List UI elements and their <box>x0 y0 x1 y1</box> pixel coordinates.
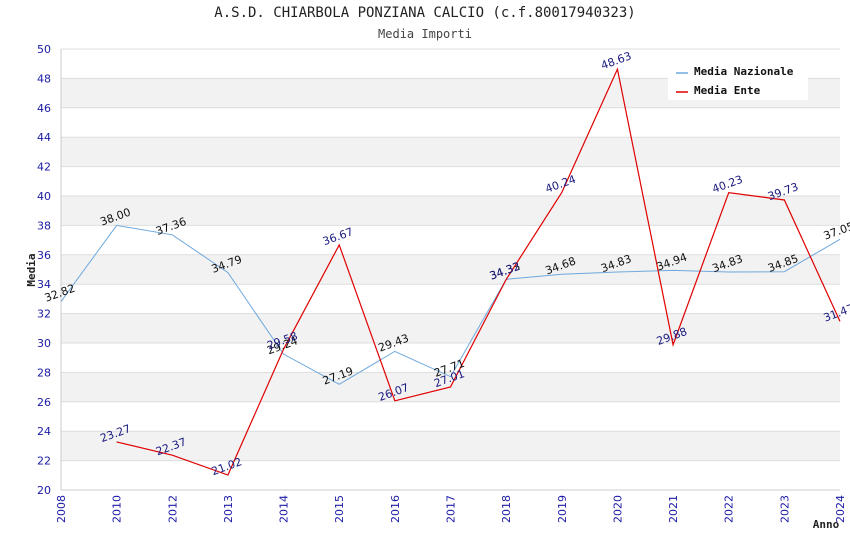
y-tick-label: 30 <box>37 337 51 350</box>
grid-band <box>61 313 840 343</box>
y-tick-label: 48 <box>37 72 51 85</box>
y-tick-label: 36 <box>37 249 51 262</box>
x-tick-label: 2018 <box>500 495 513 523</box>
grid-band <box>61 431 840 461</box>
x-tick-label: 2010 <box>111 495 124 523</box>
x-tick-label: 2017 <box>445 495 458 523</box>
series-lines <box>60 67 841 476</box>
y-tick-label: 24 <box>37 425 51 438</box>
grid-band <box>61 137 840 167</box>
x-tick-labels: 2008 2010 2012 2013 2014 2015 2016 2017 2018 2019… <box>55 495 847 523</box>
x-tick-label: 2022 <box>723 495 736 523</box>
x-tick-label: 2016 <box>389 495 402 523</box>
legend-label-media-ente: Media Ente <box>694 84 761 97</box>
series-line <box>116 67 841 476</box>
series-line <box>60 224 841 385</box>
x-tick-label: 2024 <box>834 495 847 523</box>
x-tick-label: 2020 <box>611 495 624 523</box>
chart-title: A.S.D. CHIARBOLA PONZIANA CALCIO (c.f.80… <box>214 5 636 21</box>
y-axis-label: Media <box>25 253 38 286</box>
data-label: 36.67 <box>321 225 355 248</box>
y-tick-label: 42 <box>37 161 51 174</box>
grid-band <box>61 254 840 285</box>
x-axis-label: Anno <box>813 518 840 531</box>
x-tick-label: 2015 <box>333 495 346 523</box>
data-label: 40.23 <box>710 173 744 196</box>
data-label: 40.24 <box>544 173 578 196</box>
x-tick-label: 2019 <box>556 495 569 523</box>
y-tick-label: 46 <box>37 102 51 115</box>
x-tick-label: 2023 <box>778 495 791 523</box>
axes <box>60 49 840 491</box>
legend: Media Nazionale Media Ente <box>668 60 808 100</box>
grid-band <box>61 196 840 226</box>
y-tick-labels: 20 22 24 26 28 30 32 34 36 38 40 42 44 46 48 50 <box>37 43 51 497</box>
y-tick-label: 26 <box>37 396 51 409</box>
y-tick-label: 34 <box>37 278 51 291</box>
legend-label-media-nazionale: Media Nazionale <box>694 65 794 78</box>
chart-subtitle: Media Importi <box>378 27 472 41</box>
x-tick-label: 2014 <box>278 495 291 523</box>
y-tick-label: 50 <box>37 43 51 56</box>
y-tick-label: 38 <box>37 219 51 232</box>
grid-bands <box>61 78 840 461</box>
y-tick-label: 40 <box>37 190 51 203</box>
y-tick-label: 20 <box>37 484 51 497</box>
y-tick-label: 44 <box>37 131 51 144</box>
y-tick-label: 28 <box>37 366 51 379</box>
x-tick-label: 2021 <box>667 495 680 523</box>
legend-box <box>668 60 808 100</box>
x-tick-label: 2012 <box>166 495 179 523</box>
data-label: 48.63 <box>599 49 633 72</box>
y-tick-label: 22 <box>37 455 51 468</box>
x-tick-label: 2013 <box>222 495 235 523</box>
y-tick-label: 32 <box>37 308 51 321</box>
x-tick-label: 2008 <box>55 495 68 523</box>
